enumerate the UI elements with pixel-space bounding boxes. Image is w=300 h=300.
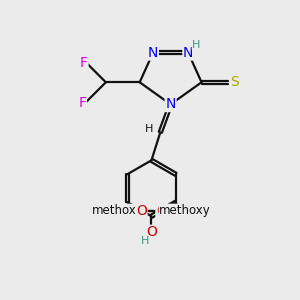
Text: S: S — [230, 75, 239, 89]
Text: F: F — [80, 56, 88, 70]
Text: O: O — [146, 225, 157, 239]
Text: O: O — [156, 203, 167, 218]
Text: H: H — [145, 124, 153, 134]
Text: N: N — [165, 98, 176, 111]
Text: H: H — [192, 40, 201, 50]
Text: N: N — [148, 46, 158, 60]
Text: F: F — [78, 97, 86, 110]
Text: methoxy: methoxy — [159, 204, 211, 217]
Text: methoxy: methoxy — [92, 204, 144, 217]
Text: N: N — [183, 46, 194, 60]
Text: H: H — [141, 236, 149, 246]
Text: O: O — [136, 203, 147, 218]
